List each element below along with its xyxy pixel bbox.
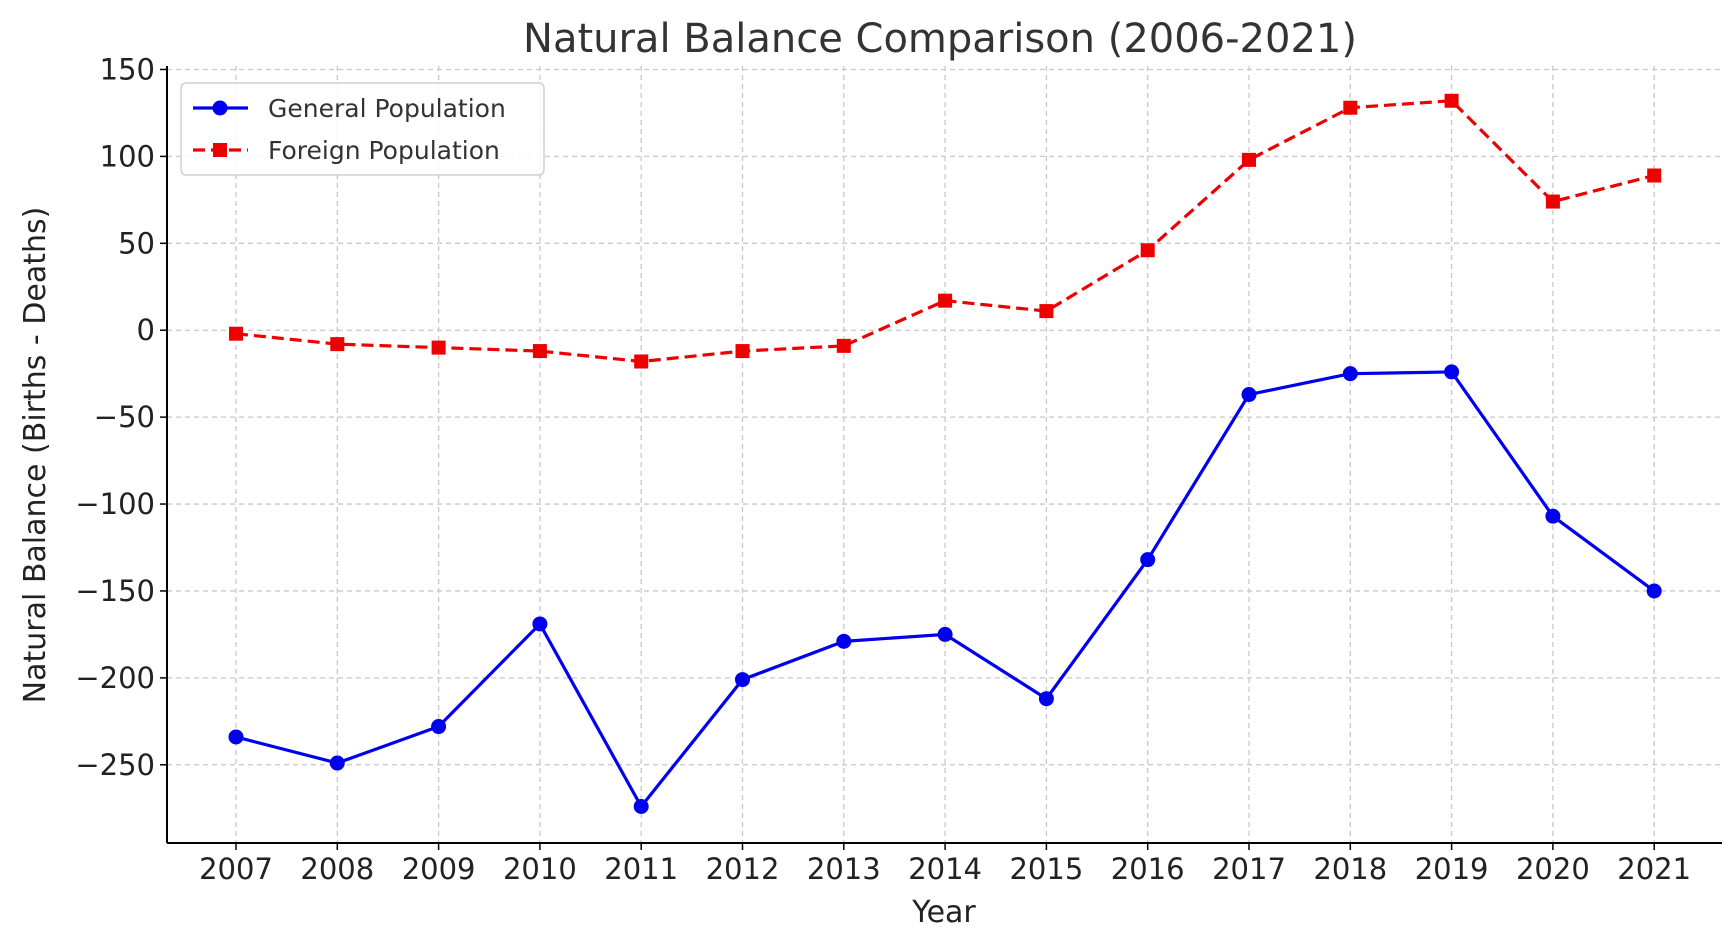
x-tick-label: 2014: [908, 852, 982, 886]
data-point: [1241, 387, 1257, 403]
data-point: [532, 616, 548, 632]
data-point: [329, 755, 345, 771]
data-point: [1647, 168, 1662, 183]
x-tick-label: 2009: [402, 852, 476, 886]
data-point: [836, 338, 851, 353]
x-tick-label: 2020: [1516, 852, 1590, 886]
y-axis-label: Natural Balance (Births - Deaths): [18, 207, 53, 704]
x-tick-label: 2016: [1111, 852, 1185, 886]
x-tick-label: 2015: [1009, 852, 1083, 886]
data-point: [1038, 691, 1054, 707]
data-point: [735, 672, 750, 688]
y-tick-label: 150: [100, 52, 155, 86]
series-foreign-population: [229, 93, 1662, 369]
y-tick-label: 0: [137, 313, 155, 347]
x-tick-label: 2010: [503, 852, 577, 886]
legend-marker: [213, 143, 227, 157]
data-point: [532, 344, 547, 359]
data-point: [431, 340, 446, 355]
data-point: [1342, 366, 1358, 382]
legend-label: General Population: [268, 94, 506, 123]
data-point: [228, 729, 244, 745]
chart-title: Natural Balance Comparison (2006-2021): [523, 16, 1357, 62]
legend: General Population Foreign Population: [180, 82, 545, 176]
y-tick-label: 100: [100, 139, 155, 173]
y-ticks: 150 100 50 0 −50 −100 −150 −200 −250: [75, 52, 167, 782]
data-point: [1343, 100, 1358, 115]
y-tick-label: −200: [75, 661, 155, 695]
series: [228, 93, 1662, 814]
x-tick-label: 2008: [300, 852, 374, 886]
data-point: [1140, 552, 1156, 568]
x-axis-label: Year: [911, 895, 976, 930]
x-tick-label: 2021: [1617, 852, 1691, 886]
x-tick-label: 2007: [199, 852, 273, 886]
grid-lines: [167, 66, 1722, 843]
x-ticks: 2007 2008 2009 2010 2011 2012 2013 2014 2015 2016…: [199, 843, 1691, 886]
x-tick-label: 2019: [1415, 852, 1489, 886]
data-point: [1545, 508, 1561, 524]
data-point: [735, 344, 750, 359]
data-point: [1140, 243, 1155, 258]
data-point: [836, 633, 852, 649]
data-point: [633, 798, 649, 814]
legend-label: Foreign Population: [268, 136, 500, 165]
data-point: [1646, 583, 1662, 599]
x-tick-label: 2017: [1212, 852, 1286, 886]
x-tick-label: 2013: [807, 852, 881, 886]
data-point: [1444, 93, 1459, 108]
x-tick-label: 2012: [706, 852, 780, 886]
data-point: [330, 337, 345, 352]
data-point: [634, 354, 649, 369]
y-tick-label: −100: [75, 487, 155, 521]
data-point: [1242, 152, 1256, 167]
y-tick-label: −250: [75, 748, 155, 782]
data-point: [938, 293, 953, 308]
data-point: [1444, 364, 1460, 380]
data-point: [431, 719, 447, 735]
series-general-population: [228, 364, 1662, 814]
data-point: [1545, 194, 1560, 209]
y-tick-label: 50: [118, 226, 155, 260]
legend-marker: [212, 100, 228, 116]
data-point: [229, 326, 243, 341]
legend-box: [180, 82, 545, 176]
y-tick-label: −150: [75, 574, 155, 608]
data-point: [1039, 304, 1054, 319]
data-point: [937, 626, 953, 642]
y-tick-label: −50: [94, 400, 155, 434]
x-tick-label: 2011: [604, 852, 678, 886]
x-tick-label: 2018: [1313, 852, 1387, 886]
